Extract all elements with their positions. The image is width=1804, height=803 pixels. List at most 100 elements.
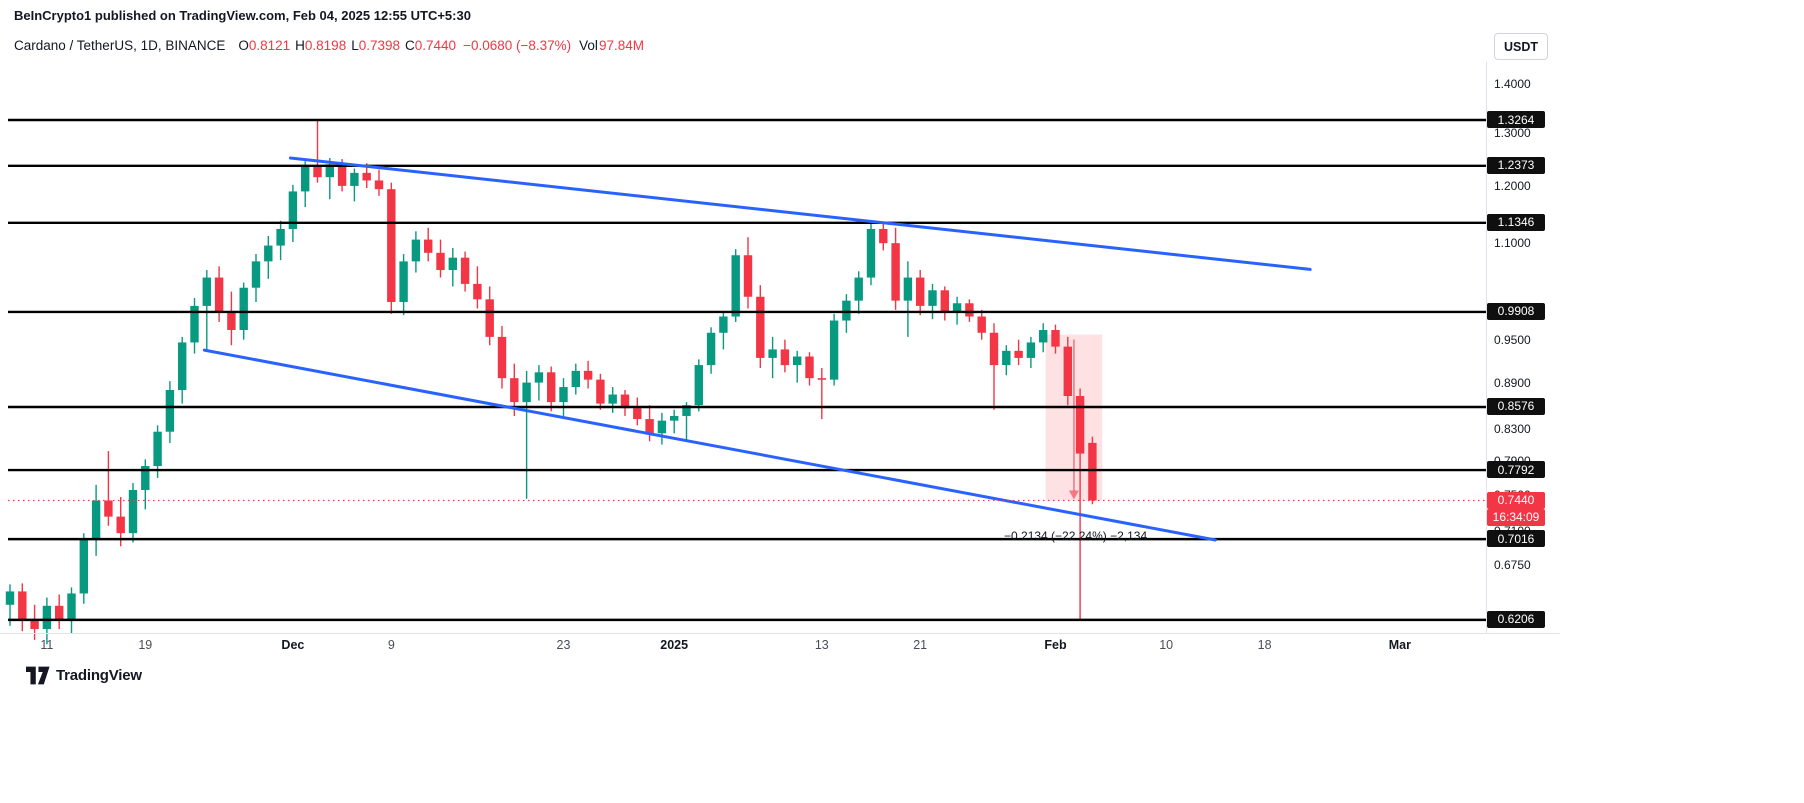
candle-body	[178, 342, 187, 391]
candle-body	[793, 356, 802, 366]
candle-body	[620, 394, 630, 409]
ohlc-label-C: C	[405, 38, 415, 53]
candle-body	[547, 372, 556, 403]
candle-body	[780, 349, 790, 366]
time-tick-2025: 2025	[660, 638, 689, 652]
candle-body	[1063, 346, 1072, 397]
candle-body	[633, 408, 642, 420]
candle-body	[214, 277, 224, 312]
candle-body	[18, 591, 27, 621]
candle-body	[756, 296, 765, 358]
chart-canvas[interactable]	[0, 0, 1560, 700]
candle-body	[731, 255, 740, 317]
candle-body	[79, 538, 88, 594]
price-tick: 0.8900	[1494, 375, 1531, 390]
candle-body	[190, 305, 199, 343]
price-tick: 0.8300	[1494, 421, 1531, 436]
candle-body	[1039, 330, 1048, 343]
price-level-badge: 0.9908	[1487, 302, 1545, 320]
candle-body	[67, 593, 76, 621]
candle-body	[829, 320, 839, 380]
measurement-arrow-head	[1068, 490, 1079, 500]
time-tick-23: 23	[556, 638, 571, 652]
candle-body	[596, 379, 605, 404]
candle-body	[694, 365, 703, 406]
time-tick-19: 19	[138, 638, 153, 652]
candle-body	[165, 390, 175, 432]
candle-body	[682, 405, 691, 416]
candle-body	[842, 300, 851, 321]
candle-body	[473, 283, 482, 300]
time-axis[interactable]: 11 19 Dec 9 23 2025 13 21 Feb 10 18 Mar	[0, 638, 1560, 658]
price-tick: 0.9500	[1494, 332, 1531, 347]
attribution-text: BeInCrypto1 published on TradingView.com…	[14, 8, 471, 23]
ohlc-value-L: 0.7398	[358, 38, 401, 53]
ohlc-value-H: 0.8198	[304, 38, 347, 53]
price-axis[interactable]: 1.4000 1.3000 1.2000 1.1000 0.9500 0.8900 0.83…	[1486, 0, 1566, 700]
price-level-badge: 1.1346	[1487, 213, 1545, 231]
candle-body	[411, 239, 421, 262]
candle-body	[497, 336, 507, 379]
candle-body	[301, 166, 310, 192]
ohlc-value-O: 0.8121	[248, 38, 291, 53]
candle-body	[903, 277, 913, 301]
candle-body	[337, 164, 347, 186]
candle-body	[670, 415, 679, 421]
candle-body	[879, 228, 888, 244]
time-tick-10: 10	[1159, 638, 1174, 652]
candle-body	[657, 420, 667, 434]
candle-body	[977, 316, 986, 333]
candle-body	[227, 311, 236, 331]
candle-body	[768, 349, 777, 358]
candle-body	[276, 228, 285, 246]
candle-body	[1026, 342, 1036, 358]
time-tick-Mar: Mar	[1388, 638, 1411, 652]
candle-body	[313, 166, 322, 178]
candle-body	[817, 378, 826, 380]
candle-body	[374, 180, 384, 190]
candle-body	[645, 419, 654, 434]
price-level-badge: 0.8576	[1487, 397, 1545, 415]
current-price-badge: 0.7440	[1487, 491, 1545, 509]
candle-body	[387, 189, 396, 302]
time-tick-11: 11	[40, 638, 54, 652]
candle-body	[128, 489, 138, 534]
candle-body	[325, 164, 334, 178]
candle-body	[989, 332, 999, 366]
price-tick: 1.1000	[1494, 236, 1531, 251]
candle-body	[522, 382, 531, 403]
candle-body	[928, 290, 937, 306]
candle-body	[251, 261, 261, 288]
candle-body	[42, 605, 52, 630]
candle-body	[866, 228, 876, 278]
time-axis-border	[0, 633, 1560, 634]
price-axis-border	[1486, 62, 1487, 633]
tradingview-logo-text: TradingView	[56, 667, 142, 684]
tradingview-logo[interactable]: TradingView	[26, 666, 142, 685]
ohlc-label-H: H	[295, 38, 305, 53]
symbol-title[interactable]: Cardano / TetherUS, 1D, BINANCE	[14, 38, 226, 53]
currency-toggle-button[interactable]: USDT	[1494, 33, 1548, 60]
time-tick-18: 18	[1257, 638, 1272, 652]
candle-body	[571, 370, 580, 388]
price-level-badge: 1.3264	[1487, 111, 1545, 128]
candle-body	[264, 245, 273, 262]
ohlc-values: O0.8121 H0.8198 L0.7398 C0.7440	[233, 38, 456, 53]
candle-body	[485, 299, 494, 337]
candle-body	[104, 500, 113, 517]
time-tick-21: 21	[913, 638, 928, 652]
price-tick: 0.6750	[1494, 557, 1531, 572]
candle-body	[239, 287, 248, 331]
price-level-badge: 1.2373	[1487, 156, 1545, 174]
price-level-badge: 0.7792	[1487, 461, 1545, 479]
candle-body	[5, 591, 15, 605]
volume-value: 97.84M	[598, 38, 644, 53]
candle-body	[350, 172, 359, 186]
candle-body	[399, 261, 408, 302]
candle-body	[116, 516, 125, 534]
candle-body	[55, 605, 64, 621]
price-level-badge: 0.6206	[1487, 610, 1545, 628]
candle-body	[743, 255, 753, 297]
candle-body	[460, 257, 470, 284]
